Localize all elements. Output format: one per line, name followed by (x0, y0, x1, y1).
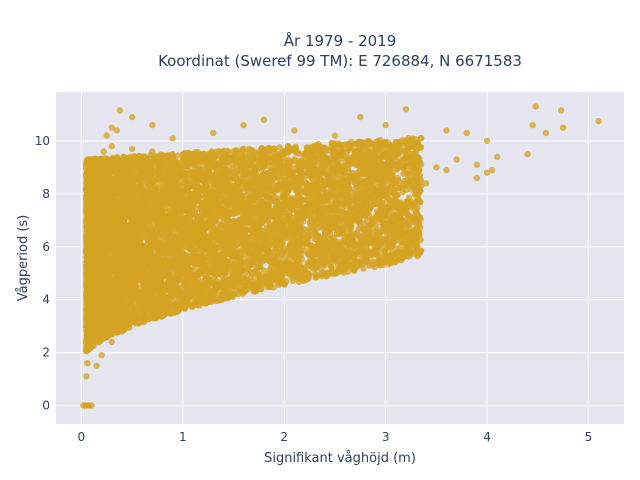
scatter-points (80, 103, 602, 409)
scatter-point (174, 152, 182, 159)
scatter-point (398, 257, 405, 264)
scatter-point (340, 162, 347, 169)
scatter-point (327, 185, 334, 192)
scatter-point (394, 174, 401, 182)
